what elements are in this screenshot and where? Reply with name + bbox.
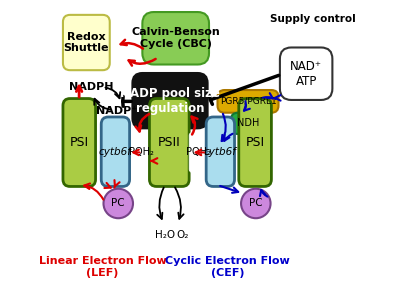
Text: Supply control: Supply control (269, 14, 355, 24)
FancyBboxPatch shape (132, 73, 208, 128)
FancyBboxPatch shape (63, 15, 110, 70)
FancyBboxPatch shape (231, 113, 266, 134)
FancyBboxPatch shape (189, 133, 208, 172)
Text: PQH₂: PQH₂ (186, 147, 211, 157)
Text: H₂O: H₂O (155, 230, 175, 240)
FancyBboxPatch shape (217, 90, 278, 113)
Text: cytb6f: cytb6f (204, 147, 237, 157)
Text: cytb6f: cytb6f (99, 147, 132, 157)
Text: NADP⁺: NADP⁺ (96, 106, 138, 116)
Text: NAD⁺
ATP: NAD⁺ ATP (290, 60, 322, 88)
Text: PGR5/PGRL1: PGR5/PGRL1 (220, 97, 276, 106)
FancyBboxPatch shape (142, 12, 209, 64)
Text: PQH₂: PQH₂ (129, 147, 154, 157)
Text: PC: PC (111, 198, 125, 208)
FancyBboxPatch shape (150, 99, 189, 186)
Text: O₂: O₂ (176, 230, 188, 240)
FancyBboxPatch shape (132, 133, 151, 172)
Text: NADP pool size
regulation: NADP pool size regulation (120, 87, 220, 115)
FancyBboxPatch shape (101, 117, 130, 186)
Text: PC: PC (249, 198, 263, 208)
Text: Linear Electron Flow
(LEF): Linear Electron Flow (LEF) (39, 256, 166, 278)
Text: PSII: PSII (158, 136, 181, 149)
Text: Calvin-Benson
Cycle (CBC): Calvin-Benson Cycle (CBC) (131, 27, 220, 49)
Text: PSI: PSI (70, 136, 89, 149)
Text: NDH: NDH (237, 118, 260, 128)
FancyBboxPatch shape (239, 99, 271, 186)
Text: Cyclic Electron Flow
(CEF): Cyclic Electron Flow (CEF) (165, 256, 290, 278)
FancyBboxPatch shape (63, 99, 95, 186)
Circle shape (241, 189, 271, 218)
FancyBboxPatch shape (280, 48, 332, 100)
Text: NADPH: NADPH (69, 82, 113, 92)
FancyBboxPatch shape (206, 117, 235, 186)
Circle shape (103, 189, 133, 218)
Text: PSI: PSI (245, 136, 265, 149)
Text: Redox
Shuttle: Redox Shuttle (64, 32, 109, 53)
